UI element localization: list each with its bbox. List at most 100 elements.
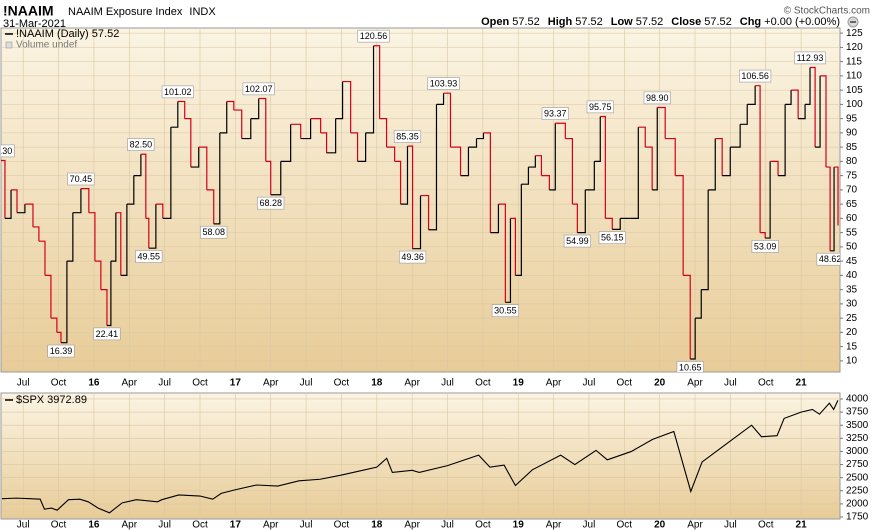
- value-label-box: [161, 85, 194, 99]
- step-segment: [695, 289, 702, 319]
- x-tick-label: Apr: [263, 520, 279, 531]
- step-segment: [572, 203, 578, 233]
- x-tick-label: Jul: [17, 378, 30, 389]
- x-tick-label: Apr: [404, 378, 420, 389]
- step-segment: [798, 104, 806, 120]
- step-segment: [162, 127, 172, 219]
- x-tick-label: 16: [88, 520, 100, 531]
- x-tick-label: Jul: [158, 520, 171, 531]
- x-tick-label: Jul: [583, 378, 596, 389]
- y-tick-label: 120: [846, 42, 863, 53]
- value-label-box: [427, 77, 460, 90]
- x-tick-label: Oct: [758, 520, 774, 531]
- x-tick-label: Jul: [724, 378, 737, 389]
- x-tick-label: Oct: [475, 520, 491, 531]
- step-segment: [450, 146, 462, 176]
- y-tick-label: 4000: [846, 394, 869, 405]
- y-tick-label: 25: [846, 313, 858, 324]
- x-tick-label: Jul: [583, 520, 596, 531]
- value-label: 53.09: [754, 241, 777, 251]
- y-tick-label: 90: [846, 128, 858, 139]
- step-segment: [770, 160, 779, 176]
- y-tick-label: 45: [846, 256, 858, 267]
- x-tick-label: 19: [513, 378, 525, 389]
- x-tick-label: Oct: [51, 378, 67, 389]
- value-label: 49.55: [138, 252, 161, 262]
- step-segment: [72, 188, 82, 214]
- step-segment: [241, 118, 252, 140]
- step-segment: [11, 189, 18, 213]
- value-label-box: [200, 225, 228, 239]
- step-segment: [80, 188, 90, 213]
- value-label-box: [399, 250, 427, 264]
- step-segment: [400, 146, 409, 205]
- plot-area: [1, 400, 839, 514]
- step-segment: [460, 147, 470, 177]
- step-segment: [258, 97, 267, 162]
- step-segment: [834, 166, 839, 226]
- y-tick-label: 100: [846, 99, 863, 110]
- value-label: 16.39: [50, 346, 73, 356]
- panel-background: [0, 392, 841, 520]
- value-label: 48.62: [819, 254, 842, 264]
- step-segment: [810, 66, 816, 148]
- step-segment: [233, 109, 243, 139]
- step-segment: [428, 104, 438, 231]
- x-tick-label: Jul: [300, 520, 313, 531]
- y-tick-label: 75: [846, 170, 858, 181]
- step-segment: [184, 118, 192, 168]
- y-tick-label: 95: [846, 113, 858, 124]
- step-segment: [645, 146, 653, 190]
- y-tick-label: 50: [846, 242, 858, 253]
- step-segment: [683, 274, 691, 360]
- x-tick-label: Jul: [724, 520, 737, 531]
- y-tick-label: 70: [846, 185, 858, 196]
- value-label-box: [1, 144, 15, 158]
- step-segment: [760, 232, 766, 239]
- value-label: 80.30: [0, 146, 12, 156]
- value-label: 68.28: [259, 198, 282, 208]
- step-segment: [320, 132, 328, 153]
- x-tick-label: Oct: [192, 378, 208, 389]
- step-segment: [310, 118, 322, 133]
- step-segment: [820, 75, 827, 168]
- plot-area: 80.30 16.39 70.45 22.41 82.50 49.55 101.02 58.0…: [0, 29, 842, 372]
- step-segment: [56, 331, 62, 343]
- x-tick-label: 20: [654, 520, 666, 531]
- x-tick-label: 17: [230, 520, 242, 531]
- step-segment: [198, 146, 208, 190]
- x-tick-label: Apr: [546, 520, 562, 531]
- x-tick-label: Jul: [441, 520, 454, 531]
- y-tick-label: 35: [846, 284, 858, 295]
- value-label-box: [794, 51, 826, 65]
- y-tick-label: 40: [846, 270, 858, 281]
- y-tick-label: 3000: [846, 446, 869, 457]
- step-segment: [594, 116, 601, 162]
- index-name: NAAIM Exposure Index INDX: [68, 6, 216, 18]
- step-segment: [420, 194, 430, 230]
- step-segment: [577, 189, 586, 234]
- step-segment: [830, 167, 835, 252]
- step-segment: [250, 98, 260, 120]
- x-tick-label: Oct: [475, 378, 491, 389]
- value-label-box: [47, 344, 75, 358]
- step-segment: [4, 189, 12, 219]
- step-segment: [600, 115, 606, 219]
- step-segment: [436, 93, 445, 105]
- step-segment: [505, 218, 512, 303]
- step-segment: [675, 175, 684, 276]
- step-segment: [335, 81, 344, 120]
- x-tick-label: Apr: [263, 378, 279, 389]
- step-segment: [805, 67, 811, 105]
- step-segment: [825, 166, 831, 251]
- legend-label: !NAAIM (Daily) 57.52: [16, 28, 119, 40]
- grid: [1, 393, 840, 519]
- date: 31-Mar-2021: [3, 18, 66, 30]
- value-label-box: [816, 252, 840, 266]
- step-segment: [94, 260, 102, 290]
- step-segment: [510, 217, 517, 276]
- quote: Open 57.52 High 57.52 Low 57.52 Close 57.52 Chg +…: [481, 16, 840, 28]
- step-segment: [226, 100, 235, 111]
- step-segment: [290, 123, 302, 139]
- step-segment: [585, 161, 595, 191]
